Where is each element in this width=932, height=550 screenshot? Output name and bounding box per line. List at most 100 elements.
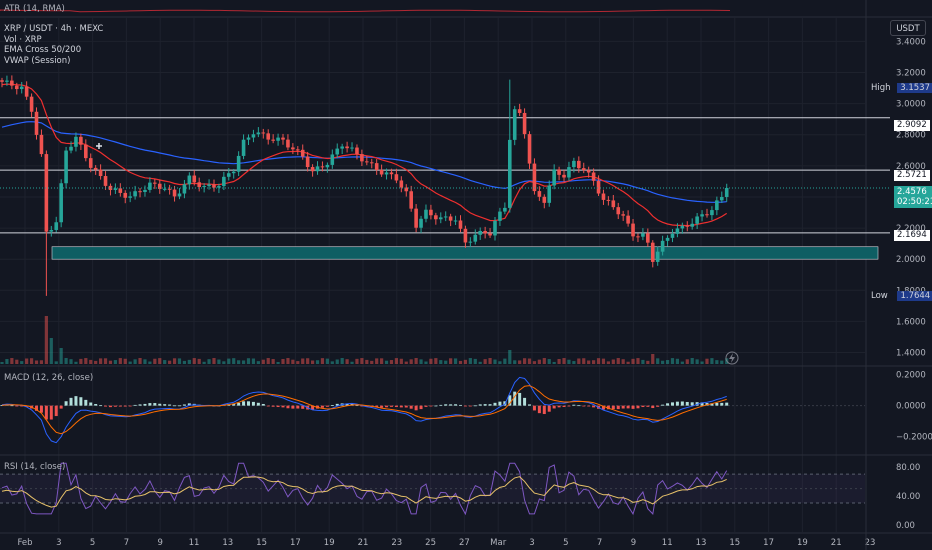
volume-bar [715, 360, 719, 364]
macd-histogram-bar [266, 405, 270, 407]
volume-bar [611, 359, 615, 364]
volume-bar [680, 361, 684, 364]
volume-bar [606, 361, 610, 364]
macd-signal-line [1, 385, 727, 435]
macd-histogram-bar [247, 401, 250, 406]
volume-bar [444, 360, 448, 364]
macd-histogram-bar [99, 405, 103, 407]
macd-histogram-bar [715, 402, 719, 406]
volume-bar [542, 358, 546, 364]
macd-histogram-bar [725, 402, 729, 406]
candle-body [453, 220, 458, 222]
macd-histogram-bar [237, 402, 241, 406]
macd-histogram-bar [439, 404, 443, 406]
volume-bar [389, 360, 394, 364]
macd-histogram-bar [572, 404, 576, 406]
candle-body [547, 185, 552, 203]
candle-body [192, 175, 197, 183]
candle-body [246, 137, 251, 140]
candle-body [113, 188, 118, 190]
macd-histogram-bar [493, 402, 497, 406]
rsi-ma-line [1, 476, 727, 508]
macd-histogram-bar [69, 397, 73, 406]
macd-histogram-bar [325, 405, 329, 407]
volume-bar [375, 358, 379, 364]
candle-body [217, 186, 221, 188]
volume-bar [84, 358, 88, 364]
volume-bar [202, 361, 206, 364]
x-tick-label: 15 [256, 538, 267, 548]
candle-body [641, 233, 645, 237]
macd-histogram-bar [542, 405, 546, 415]
macd-histogram-bar [389, 405, 393, 407]
candle-body [409, 191, 413, 209]
high-tag: High 3.1537 [868, 83, 932, 94]
volume-bar [168, 360, 172, 364]
x-tick-label: 7 [597, 538, 602, 548]
macd-histogram-bar [710, 403, 714, 406]
volume-bar [94, 360, 98, 364]
volume-bar [29, 358, 34, 364]
candle-body [468, 241, 473, 243]
candle-body [24, 86, 29, 97]
volume-bar [483, 359, 487, 364]
macd-histogram-bar [449, 404, 453, 406]
macd-histogram-bar [606, 405, 610, 410]
candle-body [438, 217, 443, 220]
candle-body [355, 147, 359, 155]
candle-body [404, 187, 409, 192]
candle-body [424, 209, 428, 219]
macd-histogram-bar [661, 404, 665, 406]
volume-bar [20, 361, 24, 364]
volume-bar [424, 361, 428, 364]
volume-bar [626, 361, 630, 364]
vwap-label[interactable]: VWAP (Session) [4, 55, 71, 66]
volume-bar [567, 359, 571, 364]
candle-body [286, 139, 290, 148]
macd-histogram-bar [567, 405, 571, 407]
macd-histogram-bar [587, 405, 591, 407]
candle-body [601, 193, 606, 200]
y-tick-label: 2.6000 [896, 162, 926, 172]
macd-histogram-bar [365, 405, 369, 407]
ema-cross-label[interactable]: EMA Cross 50/200 [4, 45, 82, 55]
macd-histogram-bar [488, 404, 492, 406]
candle-body [636, 236, 640, 238]
candle-body [118, 188, 123, 193]
macd-histogram-bar [94, 403, 98, 406]
candle-body [5, 80, 9, 82]
macd-histogram-bar [685, 401, 689, 406]
volume-bar [197, 358, 201, 364]
volume-bar [636, 358, 640, 364]
symbol-title[interactable]: XRP / USDT · 4h · MEXC [4, 24, 104, 34]
macd-histogram-bar [414, 405, 418, 411]
candle-body [631, 223, 635, 237]
volume-bar [621, 359, 625, 364]
rsi-tick-label: 40.00 [896, 492, 920, 502]
candle-body [103, 176, 108, 186]
candle-body [300, 149, 305, 157]
x-tick-label: 25 [425, 538, 436, 548]
macd-histogram-bar [458, 404, 462, 406]
volume-bar [118, 358, 122, 364]
macd-histogram-bar [394, 405, 398, 408]
macd-histogram-bar [138, 404, 142, 406]
volume-bar [34, 360, 39, 364]
candle-body [64, 150, 68, 184]
macd-histogram-bar [168, 404, 172, 406]
macd-histogram-bar [409, 405, 413, 409]
macd-histogram-bar [320, 405, 324, 408]
volume-bar [286, 358, 290, 364]
volume-indicator-label[interactable]: Vol · XRP [4, 34, 42, 45]
candle-body [157, 183, 162, 189]
candle-body [365, 161, 369, 163]
candle-body [621, 214, 625, 216]
volume-bar [670, 358, 675, 364]
macd-histogram-bar [656, 405, 660, 407]
volume-bar [394, 358, 398, 364]
volume-bar [562, 358, 566, 364]
currency-button[interactable]: USDT [890, 20, 926, 36]
volume-bar [493, 359, 497, 364]
support-zone [51, 246, 879, 260]
